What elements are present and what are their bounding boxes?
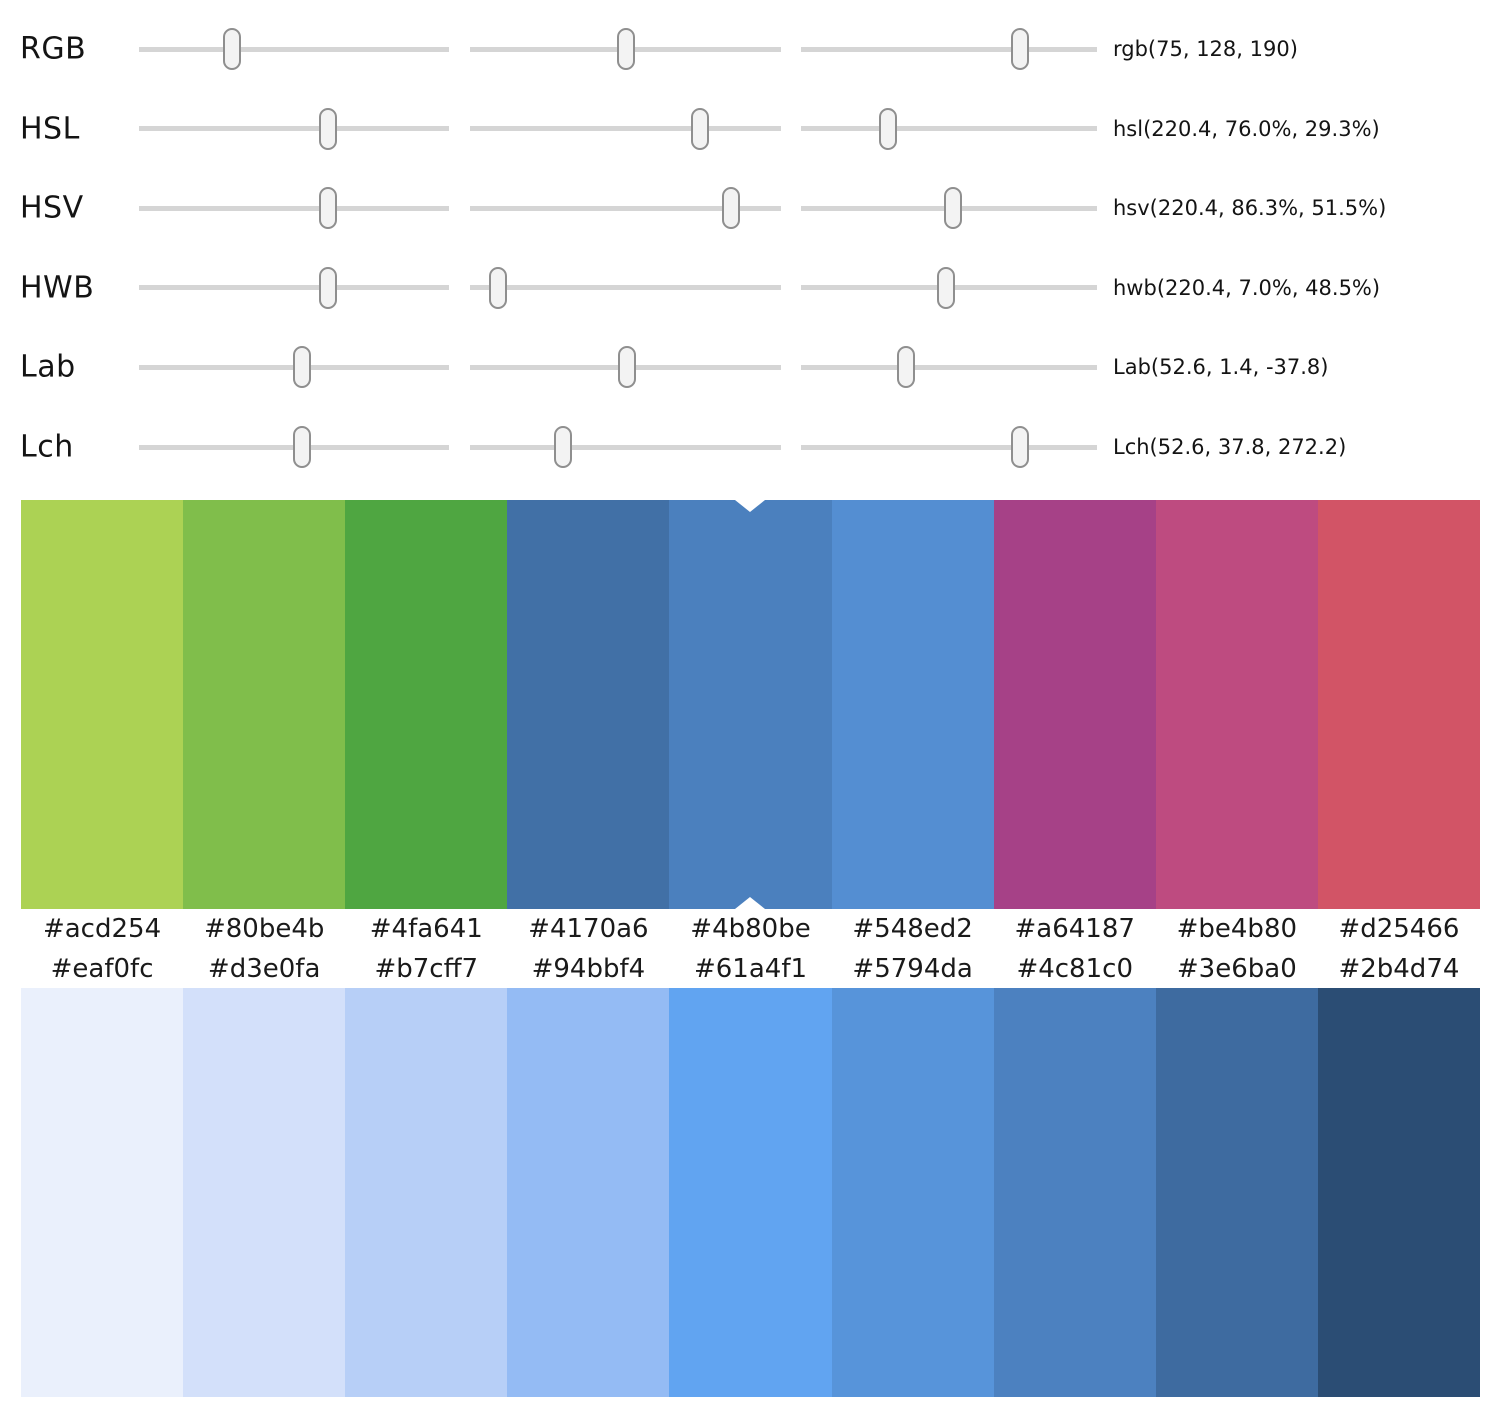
hue-swatch-1[interactable] <box>21 500 184 909</box>
lightness-hex-label-7: #4c81c0 <box>1016 953 1133 984</box>
sliders-panel: RGB rgb(75, 128, 190) HSL hsl(220.4, 76.0%,… <box>0 0 1501 500</box>
slider-row-hsv: HSV hsv(220.4, 86.3%, 51.5%) <box>0 168 1501 248</box>
lab-value-text: Lab(52.6, 1.4, -37.8) <box>1113 355 1329 380</box>
lab-slider-track-1[interactable] <box>139 346 449 389</box>
hsv-value-text: hsv(220.4, 86.3%, 51.5%) <box>1113 196 1387 221</box>
hsl-value-text: hsl(220.4, 76.0%, 29.3%) <box>1113 116 1380 141</box>
hsl-slider-track-3[interactable] <box>801 107 1097 150</box>
hue-hex-label-9: #d25466 <box>1338 914 1460 944</box>
hsv-slider-track-2[interactable] <box>470 187 781 230</box>
lch-slider-thumb-3[interactable] <box>1011 426 1030 468</box>
lightness-swatch-2[interactable] <box>183 988 346 1397</box>
hue-swatch-3[interactable] <box>345 500 508 909</box>
lch-slider-thumb-2[interactable] <box>554 426 573 468</box>
hsl-slider-thumb-3[interactable] <box>879 107 898 150</box>
hwb-value-text: hwb(220.4, 7.0%, 48.5%) <box>1113 275 1381 300</box>
hsl-group-label: HSL <box>20 111 80 147</box>
lightness-swatch-6[interactable] <box>831 988 994 1397</box>
lch-slider-track-1[interactable] <box>139 426 449 468</box>
hsv-slider-track-3[interactable] <box>801 187 1097 230</box>
hue-swatch-7[interactable] <box>993 500 1156 909</box>
lightness-hex-labels-row: #eaf0fc #d3e0fa #b7cff7 #94bbf4 #61a4f1 #5794… <box>21 949 1480 988</box>
hue-hex-label-5: #4b80be <box>690 914 811 944</box>
hwb-slider-thumb-3[interactable] <box>937 266 956 309</box>
lightness-hex-label-4: #94bbf4 <box>531 953 646 984</box>
rgb-slider-thumb-2[interactable] <box>616 28 635 70</box>
rgb-group-label: RGB <box>20 31 87 67</box>
lightness-hex-label-5: #61a4f1 <box>693 953 808 984</box>
hsl-slider-thumb-1[interactable] <box>319 107 338 150</box>
hue-swatch-6[interactable] <box>831 500 994 909</box>
hsv-slider-thumb-2[interactable] <box>722 187 741 230</box>
lightness-hex-label-8: #3e6ba0 <box>1176 953 1297 984</box>
hue-hex-label-2: #80be4b <box>203 914 325 944</box>
hue-swatch-4[interactable] <box>507 500 670 909</box>
lightness-swatch-4[interactable] <box>507 988 670 1397</box>
lightness-swatch-3[interactable] <box>345 988 508 1397</box>
slider-row-lch: Lch Lch(52.6, 37.8, 272.2) <box>0 407 1501 487</box>
rgb-slider-track-3[interactable] <box>801 28 1097 70</box>
rgb-value-text: rgb(75, 128, 190) <box>1113 37 1298 61</box>
hwb-slider-track-3[interactable] <box>801 266 1097 309</box>
hsl-slider-thumb-2[interactable] <box>691 107 710 150</box>
lightness-swatch-7[interactable] <box>993 988 1156 1397</box>
slider-row-hwb: HWB hwb(220.4, 7.0%, 48.5%) <box>0 248 1501 328</box>
lightness-palette <box>21 988 1480 1397</box>
rgb-slider-thumb-3[interactable] <box>1011 28 1030 70</box>
hue-hex-label-4: #4170a6 <box>528 914 649 944</box>
hue-hex-labels-row: #acd254 #80be4b #4fa641 #4170a6 #4b80be #548e… <box>21 909 1480 949</box>
lab-slider-thumb-1[interactable] <box>292 346 311 389</box>
hsv-group-label: HSV <box>20 190 84 226</box>
lightness-hex-label-1: #eaf0fc <box>50 953 154 984</box>
lch-slider-track-2[interactable] <box>470 426 781 468</box>
lightness-hex-label-2: #d3e0fa <box>207 953 321 984</box>
hsv-slider-thumb-1[interactable] <box>319 187 338 230</box>
lab-slider-thumb-3[interactable] <box>897 346 916 389</box>
hue-hex-label-1: #acd254 <box>42 914 162 944</box>
selected-swatch-notch-top-icon <box>735 500 766 512</box>
hwb-slider-track-2[interactable] <box>470 266 781 309</box>
hue-hex-label-8: #be4b80 <box>1176 914 1298 944</box>
hwb-slider-thumb-2[interactable] <box>488 266 507 309</box>
slider-row-hsl: HSL hsl(220.4, 76.0%, 29.3%) <box>0 89 1501 169</box>
hwb-slider-thumb-1[interactable] <box>319 266 338 309</box>
lab-group-label: Lab <box>20 349 76 385</box>
hsl-slider-track-1[interactable] <box>139 107 449 150</box>
hwb-slider-track-1[interactable] <box>139 266 449 309</box>
lightness-swatch-9[interactable] <box>1317 988 1480 1397</box>
lab-slider-track-2[interactable] <box>470 346 781 389</box>
hsv-slider-track-1[interactable] <box>139 187 449 230</box>
lightness-hex-label-3: #b7cff7 <box>374 953 479 984</box>
lab-slider-track-3[interactable] <box>801 346 1097 389</box>
rgb-slider-track-2[interactable] <box>470 28 781 70</box>
hwb-group-label: HWB <box>20 270 95 306</box>
lightness-hex-label-9: #2b4d74 <box>1338 953 1460 984</box>
hue-hex-label-3: #4fa641 <box>369 914 483 944</box>
rgb-slider-track-1[interactable] <box>139 28 449 70</box>
lightness-swatch-1[interactable] <box>21 988 184 1397</box>
lch-slider-track-3[interactable] <box>801 426 1097 468</box>
lch-group-label: Lch <box>20 429 74 465</box>
hue-hex-label-7: #a64187 <box>1014 914 1135 944</box>
hue-swatch-8[interactable] <box>1155 500 1318 909</box>
hue-swatch-5[interactable] <box>669 500 832 909</box>
lightness-swatch-8[interactable] <box>1155 988 1318 1397</box>
hsv-slider-thumb-3[interactable] <box>944 187 963 230</box>
lch-value-text: Lch(52.6, 37.8, 272.2) <box>1113 435 1347 459</box>
slider-row-lab: Lab Lab(52.6, 1.4, -37.8) <box>0 327 1501 407</box>
lightness-swatch-5[interactable] <box>669 988 832 1397</box>
hue-hex-label-6: #548ed2 <box>852 914 973 944</box>
rgb-slider-thumb-1[interactable] <box>223 28 241 70</box>
hsl-slider-track-2[interactable] <box>470 107 781 150</box>
lab-slider-thumb-2[interactable] <box>618 346 637 389</box>
hue-palette <box>21 500 1480 909</box>
slider-row-rgb: RGB rgb(75, 128, 190) <box>0 9 1501 89</box>
selected-swatch-notch-bottom-icon <box>735 897 766 909</box>
hue-swatch-2[interactable] <box>183 500 346 909</box>
hue-swatch-9[interactable] <box>1317 500 1480 909</box>
lightness-hex-label-6: #5794da <box>852 953 973 984</box>
lch-slider-thumb-1[interactable] <box>292 426 311 468</box>
